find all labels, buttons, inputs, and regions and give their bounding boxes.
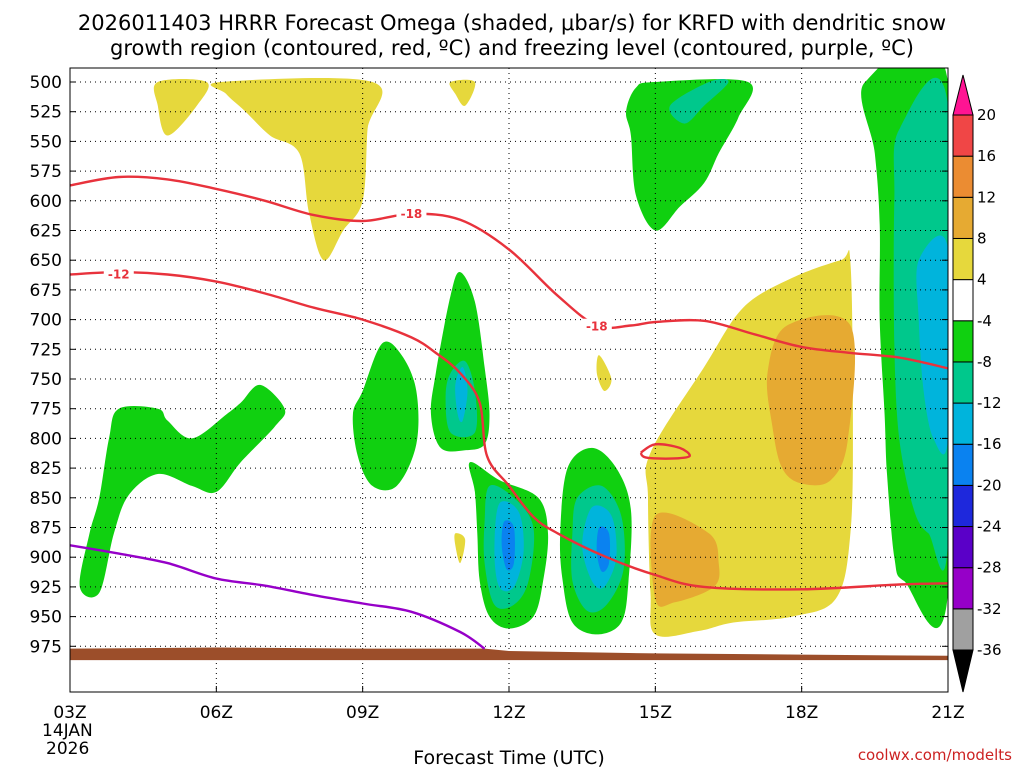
y-tick-label-750: 750 [30, 370, 62, 390]
colorbar-label-12: 12 [977, 188, 996, 206]
colorbar-bin-9 [952, 279, 974, 322]
omega-region-25 [596, 526, 611, 572]
x-tick-label-12Z: 12Z [492, 703, 525, 723]
colorbar-label--12: -12 [977, 394, 1002, 412]
y-tick-label-700: 700 [30, 311, 62, 331]
minus-12-contour-label-bg [103, 266, 134, 282]
colorbar-label--36: -36 [977, 641, 1002, 659]
y-tick-label-950: 950 [30, 608, 62, 628]
colorbar-label-8: 8 [977, 229, 987, 247]
colorbar-bin-7 [952, 361, 974, 404]
terrain-ground [70, 647, 948, 661]
omega-region-4 [596, 355, 612, 391]
x-tick-label-21Z: 21Z [931, 703, 964, 723]
colorbar-label--20: -20 [977, 476, 1002, 494]
x-axis-label: Forecast Time (UTC) [413, 747, 604, 768]
colorbar-label--16: -16 [977, 435, 1002, 453]
chart-title-line-2: growth region (contoured, red, ºC) and f… [110, 36, 914, 60]
y-tick-label-975: 975 [30, 637, 62, 657]
omega-region-8 [625, 79, 753, 231]
x-tick-label-15Z: 15Z [639, 703, 672, 723]
freezing-level-contour [70, 544, 486, 650]
colorbar-label-20: 20 [977, 106, 996, 124]
colorbar-bin-1 [952, 608, 974, 651]
colorbar-bin-8 [952, 320, 974, 363]
omega-region-1 [210, 78, 383, 261]
source-credit: coolwx.com/modelts [858, 746, 1012, 764]
x-tick-label-03Z: 03Z [53, 703, 86, 723]
x-tick-label-06Z: 06Z [200, 703, 233, 723]
colorbar-bin-13 [952, 114, 974, 157]
colorbar-bin-12 [952, 155, 974, 198]
date-label-day: 14JAN [42, 721, 93, 741]
y-tick-label-900: 900 [30, 548, 62, 568]
omega-region-5 [454, 533, 466, 564]
x-tick-label-18Z: 18Z [785, 703, 818, 723]
y-tick-label-800: 800 [30, 429, 62, 449]
y-tick-label-725: 725 [30, 340, 62, 360]
colorbar-bin-6 [952, 402, 974, 445]
y-tick-label-500: 500 [30, 73, 62, 93]
omega-region-7 [650, 512, 720, 607]
y-tick-label-925: 925 [30, 578, 62, 598]
omega-region-24 [501, 520, 515, 571]
minus-18-contour-label-2: -18 [586, 320, 608, 334]
colorbar-bin-11 [952, 196, 974, 239]
y-tick-label-525: 525 [30, 103, 62, 123]
colorbar-bin-14 [952, 74, 974, 116]
y-tick-label-625: 625 [30, 222, 62, 242]
colorbar-label--32: -32 [977, 600, 1002, 618]
colorbar-bin-10 [952, 237, 974, 281]
colorbar-bin-5 [952, 443, 974, 486]
y-tick-label-675: 675 [30, 281, 62, 301]
minus-18-contour-label-2-bg [581, 318, 612, 334]
y-tick-label-875: 875 [30, 519, 62, 539]
x-tick-label-09Z: 09Z [346, 703, 379, 723]
omega-region-10 [352, 341, 419, 491]
minus-18-contour-upper [70, 175, 948, 370]
chart-title-line-1: 2026011403 HRRR Forecast Omega (shaded, … [78, 11, 946, 35]
y-tick-label-550: 550 [30, 132, 62, 152]
omega-region-15 [669, 79, 729, 124]
minus-18-contour-upper-label-bg [396, 205, 427, 221]
omega-region-6 [766, 315, 856, 486]
colorbar-bin-4 [952, 484, 974, 528]
omega-region-2 [449, 79, 476, 107]
colorbar-bin-2 [952, 567, 974, 610]
colorbar-label--8: -8 [977, 353, 992, 371]
minus-12-contour [70, 270, 948, 591]
minus-18-closed-contour [639, 442, 691, 460]
minus-12-contour-label: -12 [108, 267, 130, 281]
y-tick-label-825: 825 [30, 459, 62, 479]
y-tick-label-575: 575 [30, 162, 62, 182]
colorbar-bin-3 [952, 526, 974, 569]
y-tick-label-650: 650 [30, 251, 62, 271]
y-tick-label-600: 600 [30, 192, 62, 212]
colorbar-label--24: -24 [977, 518, 1002, 536]
colorbar-bin-0 [952, 649, 974, 693]
minus-18-contour-upper-label: -18 [401, 207, 423, 221]
omega-region-21 [455, 367, 468, 423]
colorbar-label--4: -4 [977, 312, 992, 330]
y-tick-label-850: 850 [30, 489, 62, 509]
date-label-year: 2026 [46, 739, 89, 759]
colorbar-label--28: -28 [977, 559, 1002, 577]
y-tick-label-775: 775 [30, 400, 62, 420]
colorbar-label-4: 4 [977, 271, 987, 289]
omega-region-0 [153, 79, 209, 136]
colorbar-label-16: 16 [977, 147, 996, 165]
